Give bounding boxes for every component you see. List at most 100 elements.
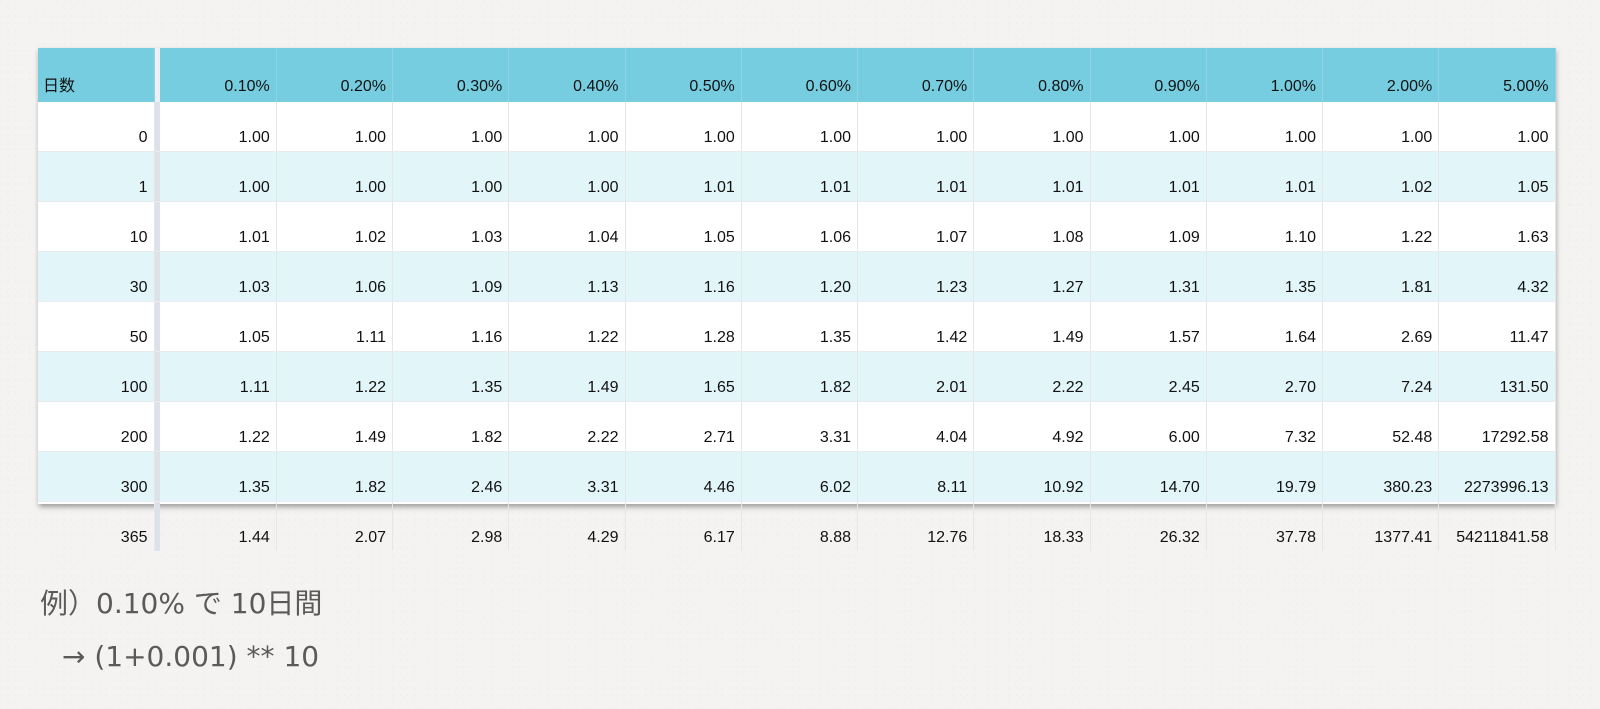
value-cell[interactable]: 26.32 xyxy=(1090,501,1207,551)
day-cell[interactable]: 10 xyxy=(38,201,155,252)
value-cell[interactable]: 8.11 xyxy=(857,451,975,502)
value-cell[interactable]: 2273996.13 xyxy=(1438,451,1556,502)
value-cell[interactable]: 1.02 xyxy=(1322,151,1440,202)
column-header-rate[interactable]: 0.40% xyxy=(508,48,626,102)
value-cell[interactable]: 1.06 xyxy=(741,201,859,252)
value-cell[interactable]: 1.82 xyxy=(392,401,510,452)
value-cell[interactable]: 1.00 xyxy=(392,151,510,202)
value-cell[interactable]: 1.22 xyxy=(508,301,626,352)
value-cell[interactable]: 1.00 xyxy=(625,102,742,152)
value-cell[interactable]: 1.06 xyxy=(276,251,394,302)
value-cell[interactable]: 1.05 xyxy=(1438,151,1556,202)
value-cell[interactable]: 1.01 xyxy=(741,151,859,202)
frozen-column-divider[interactable] xyxy=(154,151,160,202)
value-cell[interactable]: 1.82 xyxy=(276,451,394,502)
value-cell[interactable]: 1.00 xyxy=(1206,102,1324,152)
value-cell[interactable]: 1.22 xyxy=(276,351,394,402)
column-header-rate[interactable]: 0.30% xyxy=(392,48,510,102)
column-header-rate[interactable]: 0.60% xyxy=(741,48,859,102)
column-header-days[interactable]: 日数 xyxy=(38,48,155,102)
frozen-column-divider[interactable] xyxy=(154,102,160,152)
value-cell[interactable]: 2.46 xyxy=(392,451,510,502)
value-cell[interactable]: 54211841.58 xyxy=(1438,501,1556,551)
value-cell[interactable]: 1.00 xyxy=(973,102,1091,152)
value-cell[interactable]: 1.01 xyxy=(973,151,1091,202)
value-cell[interactable]: 1.09 xyxy=(392,251,510,302)
value-cell[interactable]: 14.70 xyxy=(1090,451,1207,502)
column-header-rate[interactable]: 0.90% xyxy=(1090,48,1207,102)
value-cell[interactable]: 2.22 xyxy=(508,401,626,452)
value-cell[interactable]: 1.10 xyxy=(1206,201,1324,252)
value-cell[interactable]: 380.23 xyxy=(1322,451,1440,502)
column-header-rate[interactable]: 0.50% xyxy=(625,48,742,102)
value-cell[interactable]: 1.16 xyxy=(392,301,510,352)
value-cell[interactable]: 1.00 xyxy=(1090,102,1207,152)
value-cell[interactable]: 1.05 xyxy=(625,201,742,252)
value-cell[interactable]: 1.00 xyxy=(1438,102,1556,152)
value-cell[interactable]: 8.88 xyxy=(741,501,859,551)
value-cell[interactable]: 3.31 xyxy=(508,451,626,502)
value-cell[interactable]: 1.20 xyxy=(741,251,859,302)
value-cell[interactable]: 1.03 xyxy=(392,201,510,252)
value-cell[interactable]: 1.09 xyxy=(1090,201,1207,252)
value-cell[interactable]: 1.08 xyxy=(973,201,1091,252)
day-cell[interactable]: 30 xyxy=(38,251,155,302)
value-cell[interactable]: 1377.41 xyxy=(1322,501,1440,551)
column-header-rate[interactable]: 0.10% xyxy=(160,48,277,102)
value-cell[interactable]: 1.05 xyxy=(160,301,277,352)
value-cell[interactable]: 4.46 xyxy=(625,451,742,502)
value-cell[interactable]: 2.98 xyxy=(392,501,510,551)
value-cell[interactable]: 1.01 xyxy=(625,151,742,202)
value-cell[interactable]: 1.04 xyxy=(508,201,626,252)
value-cell[interactable]: 4.32 xyxy=(1438,251,1556,302)
frozen-column-divider[interactable] xyxy=(154,251,160,302)
value-cell[interactable]: 1.65 xyxy=(625,351,742,402)
value-cell[interactable]: 1.42 xyxy=(857,301,975,352)
value-cell[interactable]: 1.00 xyxy=(508,151,626,202)
value-cell[interactable]: 1.11 xyxy=(160,351,277,402)
day-cell[interactable]: 300 xyxy=(38,451,155,502)
value-cell[interactable]: 1.00 xyxy=(741,102,859,152)
value-cell[interactable]: 18.33 xyxy=(973,501,1091,551)
value-cell[interactable]: 2.69 xyxy=(1322,301,1440,352)
frozen-column-divider[interactable] xyxy=(154,351,160,402)
value-cell[interactable]: 1.00 xyxy=(508,102,626,152)
value-cell[interactable]: 1.81 xyxy=(1322,251,1440,302)
value-cell[interactable]: 6.00 xyxy=(1090,401,1207,452)
value-cell[interactable]: 1.57 xyxy=(1090,301,1207,352)
column-header-rate[interactable]: 0.80% xyxy=(973,48,1091,102)
day-cell[interactable]: 50 xyxy=(38,301,155,352)
value-cell[interactable]: 1.00 xyxy=(276,102,394,152)
value-cell[interactable]: 2.70 xyxy=(1206,351,1324,402)
value-cell[interactable]: 1.03 xyxy=(160,251,277,302)
value-cell[interactable]: 1.00 xyxy=(857,102,975,152)
value-cell[interactable]: 1.49 xyxy=(973,301,1091,352)
value-cell[interactable]: 1.49 xyxy=(276,401,394,452)
value-cell[interactable]: 1.01 xyxy=(857,151,975,202)
value-cell[interactable]: 1.44 xyxy=(160,501,277,551)
column-header-rate[interactable]: 1.00% xyxy=(1206,48,1324,102)
value-cell[interactable]: 1.07 xyxy=(857,201,975,252)
value-cell[interactable]: 1.01 xyxy=(160,201,277,252)
column-header-rate[interactable]: 5.00% xyxy=(1438,48,1556,102)
value-cell[interactable]: 19.79 xyxy=(1206,451,1324,502)
value-cell[interactable]: 1.63 xyxy=(1438,201,1556,252)
column-header-rate[interactable]: 0.70% xyxy=(857,48,975,102)
value-cell[interactable]: 3.31 xyxy=(741,401,859,452)
value-cell[interactable]: 1.00 xyxy=(1322,102,1440,152)
value-cell[interactable]: 1.49 xyxy=(508,351,626,402)
value-cell[interactable]: 1.28 xyxy=(625,301,742,352)
value-cell[interactable]: 17292.58 xyxy=(1438,401,1556,452)
value-cell[interactable]: 7.32 xyxy=(1206,401,1324,452)
value-cell[interactable]: 37.78 xyxy=(1206,501,1324,551)
value-cell[interactable]: 1.00 xyxy=(392,102,510,152)
value-cell[interactable]: 7.24 xyxy=(1322,351,1440,402)
frozen-column-divider[interactable] xyxy=(154,301,160,352)
value-cell[interactable]: 1.22 xyxy=(1322,201,1440,252)
value-cell[interactable]: 1.16 xyxy=(625,251,742,302)
value-cell[interactable]: 1.01 xyxy=(1206,151,1324,202)
column-header-rate[interactable]: 2.00% xyxy=(1322,48,1440,102)
value-cell[interactable]: 4.29 xyxy=(508,501,626,551)
frozen-column-divider[interactable] xyxy=(154,48,160,102)
value-cell[interactable]: 1.02 xyxy=(276,201,394,252)
